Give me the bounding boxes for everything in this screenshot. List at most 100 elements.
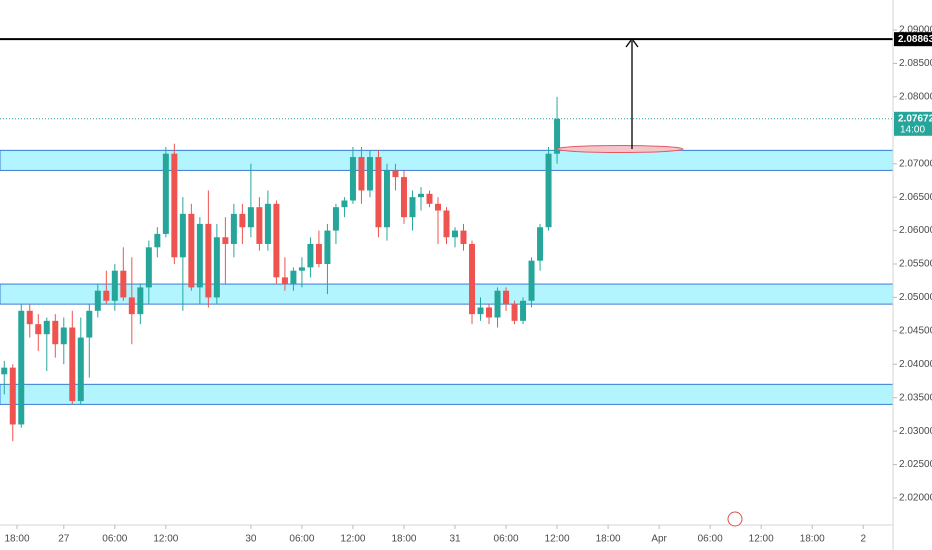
zone [0, 383, 894, 405]
y-tick-label: 2.07000 [899, 158, 932, 169]
candle-body [537, 227, 544, 261]
candle-body [545, 153, 552, 228]
x-tick-label: 18:00 [800, 534, 825, 545]
candle-body [43, 320, 50, 335]
y-tick-label: 2.05500 [899, 259, 932, 270]
candle-body [341, 200, 348, 208]
candle-body [247, 207, 254, 228]
y-tick-label: 2.05000 [899, 292, 932, 303]
x-tick-label: 12:00 [153, 534, 178, 545]
candle-body [52, 320, 59, 345]
x-tick-label: 18:00 [391, 534, 416, 545]
y-tick-label: 2.03500 [899, 392, 932, 403]
y-tick-label: 2.02500 [899, 459, 932, 470]
candle-body [434, 203, 441, 211]
candle-body [1, 367, 8, 375]
y-tick-label: 2.08000 [899, 92, 932, 103]
x-tick-label: 18:00 [596, 534, 621, 545]
zone [0, 149, 894, 171]
candle-body [60, 327, 67, 345]
candle-body [222, 237, 229, 244]
target-box [894, 32, 932, 47]
candle-body [196, 223, 203, 288]
x-tick-label: 06:00 [289, 534, 314, 545]
candle-body [358, 157, 365, 191]
candle-body [315, 243, 322, 265]
x-tick-label: 12:00 [749, 534, 774, 545]
candle-body [392, 170, 399, 178]
candle-body [103, 290, 110, 301]
candle-body [290, 270, 297, 285]
candle-body [298, 267, 305, 271]
candle-body [503, 290, 510, 305]
x-tick-label: 18:00 [4, 534, 29, 545]
candle-body [205, 223, 212, 298]
x-tick-label: 2 [860, 534, 866, 545]
candle-body [460, 230, 467, 244]
candle-body [120, 270, 127, 298]
highlight-ellipse [556, 145, 684, 153]
candle-body [128, 297, 135, 315]
candle-body [137, 287, 144, 315]
candle-body [383, 170, 390, 228]
candle-body [528, 260, 535, 301]
candle-body [452, 230, 459, 238]
candle-body [554, 118, 561, 154]
x-tick-label: 12:00 [545, 534, 570, 545]
y-tick-label: 2.09000 [899, 25, 932, 36]
countdown-label: 14:00 [900, 124, 925, 135]
candle-body [366, 157, 373, 191]
x-tick-label: 06:00 [698, 534, 723, 545]
target-label: 2.08863 [898, 34, 932, 45]
candle-body [111, 270, 118, 301]
x-tick-label: 12:00 [340, 534, 365, 545]
zones [0, 149, 894, 405]
candle-body [145, 247, 152, 288]
candle-body [230, 213, 237, 244]
arrow-head [625, 37, 639, 48]
candle-body [86, 310, 93, 338]
candle-body [264, 203, 271, 244]
candle-body [256, 207, 263, 244]
candle-body [18, 310, 25, 425]
candle-body [273, 203, 280, 278]
candle-body [324, 230, 331, 265]
candle-body [486, 307, 493, 318]
y-tick-label: 2.04500 [899, 325, 932, 336]
y-tick-label: 2.03000 [899, 426, 932, 437]
event-icon [727, 511, 743, 527]
x-tick-label: 06:00 [494, 534, 519, 545]
y-tick-label: 2.06500 [899, 192, 932, 203]
y-tick-label: 2.08500 [899, 58, 932, 69]
candle-body [179, 213, 186, 258]
x-tick-label: Apr [651, 534, 667, 545]
candle-body [162, 153, 169, 234]
candle-body [477, 307, 484, 315]
candle-body [239, 213, 246, 228]
candle-body [426, 193, 433, 204]
y-tick-label: 2.02000 [899, 493, 932, 504]
x-tick-label: 27 [58, 534, 70, 545]
candle-body [171, 153, 178, 258]
candle-body [417, 193, 424, 198]
candle-body [69, 327, 76, 402]
plot [0, 38, 893, 442]
candle-body [469, 243, 476, 315]
candle-body [154, 233, 161, 248]
candle-body [349, 157, 356, 201]
axes: 2.02000 2.02500 2.03000 2.03500 2.04000 2.045… [4, 25, 932, 545]
last-price-box [894, 111, 932, 136]
candle-body [375, 157, 382, 228]
candle-body [443, 210, 450, 238]
candle-body [188, 213, 195, 288]
candle-body [511, 304, 518, 321]
candle-body [77, 337, 84, 402]
y-tick-label: 2.04000 [899, 359, 932, 370]
candle-body [494, 290, 501, 318]
candle-body [307, 243, 314, 268]
x-tick-label: 06:00 [102, 534, 127, 545]
candle-body [520, 300, 527, 321]
candle-body [9, 367, 16, 425]
